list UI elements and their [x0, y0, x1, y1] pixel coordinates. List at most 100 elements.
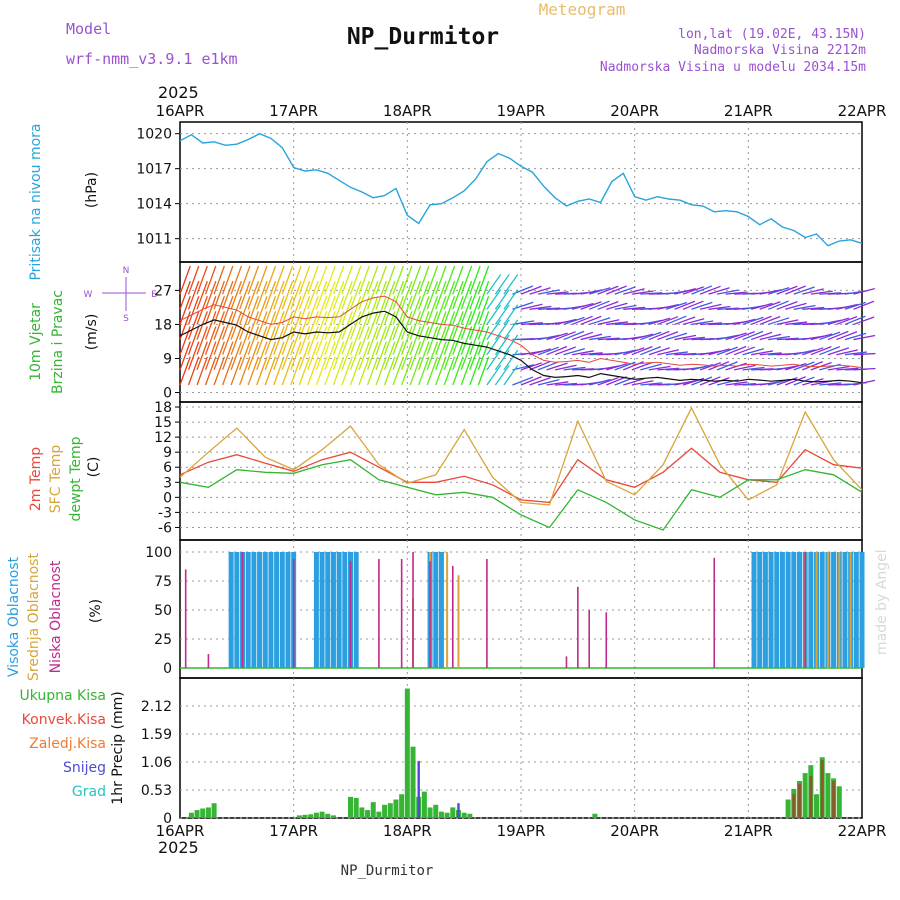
- wind-barb: [435, 280, 447, 310]
- wind-barb: [725, 381, 748, 386]
- cloud-axis-title-2: Srednja Oblacnost: [26, 553, 42, 681]
- wind-barb: [247, 280, 260, 310]
- wind-barb: [486, 319, 502, 340]
- wind-barb: [307, 341, 319, 371]
- wind-barb: [239, 296, 251, 325]
- wind-barb: [759, 289, 782, 295]
- wind-barb: [503, 304, 519, 325]
- wind-barb: [725, 291, 748, 295]
- wind-barb: [844, 301, 867, 310]
- wind-barb: [264, 326, 277, 355]
- wind-barb: [307, 296, 319, 325]
- wind-barb: [682, 318, 705, 326]
- wind-barb: [708, 348, 730, 356]
- wind-barb: [401, 265, 413, 295]
- wind-barb: [571, 302, 594, 310]
- total-precip-bar: [444, 812, 450, 818]
- wind-barb: [264, 296, 277, 325]
- wind-barb: [759, 352, 782, 356]
- y-tick-label-5: 2.12: [141, 699, 172, 715]
- wind-barb: [699, 362, 722, 371]
- wind-barb: [665, 351, 688, 356]
- total-precip-bar: [836, 786, 842, 818]
- high-cloud-bar: [353, 552, 359, 668]
- wind-barb: [196, 326, 208, 355]
- wind-barb: [383, 296, 396, 325]
- wind-barb: [614, 304, 637, 310]
- wind-barb: [674, 379, 697, 386]
- wind-barb: [452, 280, 464, 310]
- year-top: 2025: [158, 83, 199, 102]
- wind-barb: [477, 311, 490, 340]
- wind-barb: [418, 311, 430, 340]
- wind-barb: [443, 311, 456, 340]
- y-tick-label-4: 75: [154, 574, 172, 590]
- wind-barb: [332, 356, 345, 386]
- wind-barb: [222, 296, 234, 325]
- wind-barb: [486, 349, 502, 371]
- y-tick-label-4: 100: [145, 545, 172, 561]
- model-elevation-label: Nadmorska Visina u modelu 2034.15m: [600, 60, 866, 75]
- wind-barb: [204, 326, 217, 355]
- total-precip-bar: [319, 811, 325, 818]
- wind-barb: [349, 356, 362, 386]
- legend-snow: Snijeg: [63, 760, 106, 776]
- total-precip-bar: [814, 794, 820, 818]
- tick-label-top-16apr: 16APR: [156, 102, 205, 120]
- wind-barb: [537, 378, 560, 386]
- total-precip-bar: [802, 773, 808, 818]
- wind-barb: [606, 302, 628, 310]
- wind-barb: [290, 356, 302, 386]
- wind-barb: [546, 381, 569, 386]
- wind-barb: [298, 296, 311, 325]
- y-tick-label-5: 1.59: [141, 727, 172, 743]
- wind-barb: [460, 280, 473, 310]
- wind-barb: [494, 304, 510, 325]
- wind-barb: [179, 341, 191, 371]
- credit: made by Angel: [874, 549, 890, 655]
- wind-barb: [324, 311, 336, 340]
- wind-barb: [606, 285, 627, 295]
- wind-barb: [589, 335, 612, 341]
- wind-barb: [179, 326, 191, 355]
- wind-barb: [426, 296, 439, 325]
- wind-barb: [494, 349, 510, 371]
- wind-barb: [853, 379, 876, 386]
- temp-sfc-line: [179, 406, 863, 506]
- y-tick-label-5: 1.06: [141, 755, 172, 771]
- snow-precip-bar: [417, 760, 420, 818]
- wind-barb: [725, 345, 747, 356]
- high-cloud-bar: [791, 552, 797, 668]
- tick-label-bottom-18apr: 18APR: [383, 822, 432, 840]
- wind-barb: [614, 286, 636, 295]
- wind-barb: [597, 300, 619, 310]
- wind-barb: [631, 361, 653, 371]
- wind-barb: [392, 265, 404, 295]
- wind-barb: [358, 265, 370, 295]
- wind-barb: [435, 341, 447, 371]
- model-label: Model: [66, 20, 111, 38]
- wind-barb: [708, 305, 731, 310]
- wind-barb: [802, 361, 823, 371]
- wind-barb: [349, 296, 362, 325]
- wind-barb: [580, 352, 603, 356]
- wind-barb: [512, 376, 534, 386]
- wind-barb: [674, 288, 696, 295]
- low-cloud-bar: [349, 561, 352, 668]
- tick-label-bottom-17apr: 17APR: [269, 822, 318, 840]
- wind-barb: [819, 346, 841, 356]
- wind-barb: [366, 265, 379, 295]
- wind-barb: [751, 302, 773, 310]
- pressure-line: [179, 132, 863, 247]
- wind-barb: [580, 289, 603, 295]
- wind-barb: [196, 265, 208, 295]
- total-precip-bar: [194, 810, 200, 818]
- wind-barb: [699, 322, 723, 326]
- wind-barb: [571, 315, 593, 326]
- y-tick-label-4: 25: [154, 632, 172, 648]
- cloud-unit-label: (%): [88, 599, 104, 623]
- wind-barb: [230, 265, 243, 295]
- compass-w: W: [84, 290, 93, 300]
- wind-barb: [401, 356, 413, 386]
